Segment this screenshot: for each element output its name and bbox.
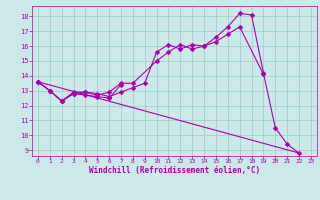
X-axis label: Windchill (Refroidissement éolien,°C): Windchill (Refroidissement éolien,°C)	[89, 166, 260, 175]
